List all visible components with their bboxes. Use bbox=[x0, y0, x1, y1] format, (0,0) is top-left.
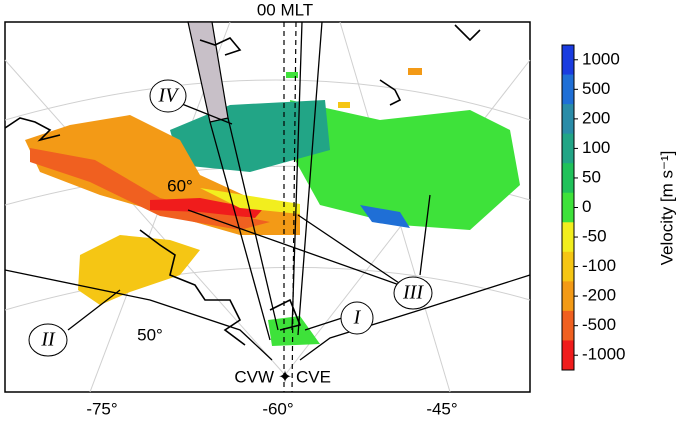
colorbar-tick-label: 1000 bbox=[582, 49, 620, 68]
beam-outline bbox=[209, 117, 279, 341]
colorbar-segment bbox=[562, 310, 574, 341]
colorbar-tick-label: 100 bbox=[582, 138, 610, 157]
colorbar-segment bbox=[562, 104, 574, 135]
colorbar-label: Velocity [m s⁻¹] bbox=[657, 151, 676, 266]
coastline bbox=[199, 37, 242, 56]
region-label: IV bbox=[158, 85, 181, 107]
colorbar-tick-label: 500 bbox=[582, 79, 610, 98]
velocity-patch bbox=[286, 72, 298, 78]
lon-label: -60° bbox=[262, 399, 293, 418]
velocity-patch bbox=[338, 102, 350, 108]
lon-label: -45° bbox=[426, 399, 457, 418]
colorbar-tick-label: 200 bbox=[582, 108, 610, 127]
region-circle bbox=[340, 301, 374, 335]
velocity-patch bbox=[290, 100, 520, 230]
lon-label: -75° bbox=[86, 399, 117, 418]
colorbar-segment bbox=[562, 45, 574, 76]
colorbar-segment bbox=[562, 163, 574, 194]
lat-grid bbox=[4, 79, 531, 121]
lon-grid bbox=[4, 59, 286, 376]
colorbar-frame bbox=[561, 44, 575, 371]
coastline bbox=[379, 79, 402, 106]
velocity-patch bbox=[150, 198, 262, 218]
velocity-patch bbox=[200, 188, 300, 214]
region-label: II bbox=[40, 329, 56, 351]
colorbar-tick-label: -100 bbox=[582, 256, 616, 275]
colorbar-segment bbox=[562, 192, 574, 223]
station-label: CVE bbox=[296, 367, 331, 386]
colorbar-segment bbox=[562, 133, 574, 164]
lat-label: 60° bbox=[167, 176, 193, 195]
velocity-patch bbox=[78, 235, 200, 305]
meridian bbox=[283, 21, 297, 393]
station-label: CVW bbox=[234, 367, 274, 386]
colorbar-tick-label: -1000 bbox=[582, 345, 625, 364]
colorbar-tick-label: -50 bbox=[582, 227, 607, 246]
velocity-patch bbox=[408, 68, 422, 75]
region-label: III bbox=[402, 282, 424, 304]
region-circle bbox=[149, 79, 187, 113]
colorbar-tick-label: -500 bbox=[582, 315, 616, 334]
map-title: 00 MLT bbox=[257, 0, 313, 19]
map: ✦ I II III IV 00 MLT 60° 50° -75° -60° -… bbox=[4, 0, 531, 418]
colorbar-tick-label: -200 bbox=[582, 286, 616, 305]
colorbar: Velocity [m s⁻¹] 1000500200100500-50-100… bbox=[561, 44, 676, 371]
region-circle bbox=[393, 276, 433, 310]
colorbar-segment bbox=[562, 281, 574, 312]
colorbar-tick-label: 0 bbox=[582, 197, 591, 216]
velocity-patch bbox=[268, 316, 320, 346]
velocity-patch bbox=[30, 148, 270, 230]
region-circle bbox=[28, 323, 68, 357]
coastline bbox=[454, 24, 481, 42]
coastline bbox=[269, 298, 302, 331]
velocity-patch bbox=[360, 205, 410, 228]
colorbar-tick-label: 50 bbox=[582, 167, 601, 186]
colorbar-segment bbox=[562, 340, 574, 371]
colorbar-segment bbox=[562, 222, 574, 253]
arrow bbox=[67, 103, 431, 331]
coastline bbox=[139, 229, 246, 346]
region-label: I bbox=[353, 307, 362, 329]
station-marker: ✦ bbox=[278, 367, 292, 386]
colorbar-segment bbox=[562, 74, 574, 105]
coastline bbox=[4, 117, 61, 142]
colorbar-segment bbox=[562, 251, 574, 282]
fov-boundary bbox=[4, 269, 531, 361]
lat-label: 50° bbox=[137, 325, 163, 344]
